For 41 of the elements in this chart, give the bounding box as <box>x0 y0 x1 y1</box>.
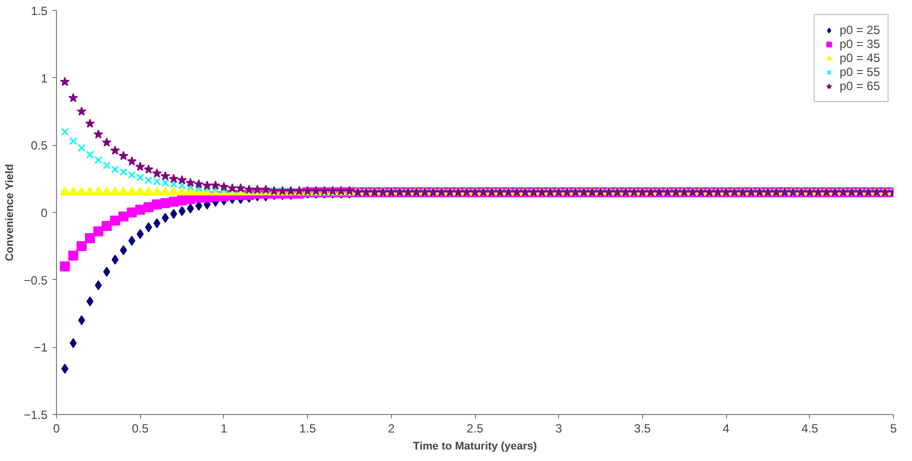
point <box>136 229 144 240</box>
legend-label: p0 = 65 <box>840 79 880 93</box>
point <box>112 254 119 265</box>
point <box>86 296 94 306</box>
legend-label: p0 = 55 <box>840 65 880 79</box>
point <box>78 315 86 326</box>
x-tick-label: 3.5 <box>634 422 652 436</box>
x-tick-label: 2.5 <box>466 422 484 436</box>
point <box>128 236 136 246</box>
x-tick-label: 3 <box>555 422 562 436</box>
x-tick-label: 0 <box>53 422 60 436</box>
point <box>178 206 186 216</box>
point <box>153 218 160 228</box>
x-tick-label: 0.5 <box>132 422 149 436</box>
point <box>61 364 68 374</box>
y-axis-title: Convenience Yield <box>4 164 16 262</box>
x-tick-label: 1.5 <box>299 422 316 436</box>
point <box>170 208 178 219</box>
x-tick-label: 1 <box>220 422 228 436</box>
y-tick-label: 0 <box>40 206 48 220</box>
point <box>103 266 110 277</box>
x-tick-label: 4.5 <box>801 422 818 436</box>
point <box>94 280 102 290</box>
y-tick-label: −1 <box>34 340 48 355</box>
y-tick-label: −1.5 <box>24 408 48 422</box>
legend-label: p0 = 35 <box>840 37 880 51</box>
x-tick-label: 4 <box>722 422 730 436</box>
point <box>120 245 127 256</box>
y-tick-label: 1.5 <box>30 4 48 18</box>
x-tick-label: 5 <box>890 422 898 436</box>
y-tick-label: 0.5 <box>30 138 48 153</box>
y-tick-label: −0.5 <box>24 273 48 288</box>
point <box>145 222 152 232</box>
x-axis-title: Time to Maturity (years) <box>413 440 538 452</box>
legend-label: p0 = 45 <box>840 51 880 65</box>
legend-label: p0 = 25 <box>840 23 880 37</box>
y-tick-label: 1 <box>40 71 48 86</box>
x-tick-label: 2 <box>388 422 395 436</box>
point <box>70 338 77 348</box>
point <box>186 203 194 214</box>
point <box>162 212 169 223</box>
